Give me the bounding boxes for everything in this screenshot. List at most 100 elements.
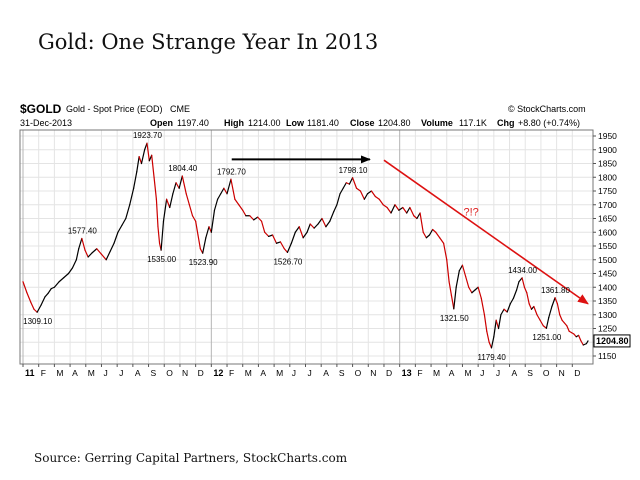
price-segment [205, 226, 210, 239]
price-segment [432, 228, 437, 233]
y-tick-label: 1900 [598, 145, 617, 155]
price-segment [138, 156, 143, 165]
x-tick-label: F [41, 368, 46, 378]
price-segment [181, 175, 187, 195]
price-segment [109, 242, 115, 253]
price-segment [188, 204, 194, 217]
y-axis: 1150120012501300135014001450150015501600… [593, 131, 617, 361]
x-tick-label: A [260, 368, 266, 378]
price-segment [477, 286, 482, 299]
price-segment [509, 297, 515, 305]
price-segment [515, 281, 520, 291]
price-segment [573, 333, 577, 338]
high-label: High [224, 118, 244, 128]
price-segment [47, 288, 52, 294]
price-segment [217, 193, 222, 200]
price-segment [521, 277, 526, 288]
price-segment [178, 175, 183, 189]
price-segment [238, 204, 244, 211]
price-segment [409, 206, 415, 217]
x-tick-label: A [135, 368, 141, 378]
x-tick-label: 13 [402, 368, 412, 378]
price-segment [394, 204, 400, 211]
price-segment [554, 297, 559, 305]
price-segment [468, 286, 473, 294]
x-tick-label: O [355, 368, 362, 378]
price-segment [306, 223, 311, 233]
price-segment [480, 297, 486, 316]
price-segment [351, 177, 358, 189]
y-tick-label: 1850 [598, 159, 617, 169]
pivot-label: 1923.70 [133, 131, 162, 140]
price-segment [339, 187, 344, 195]
price-segment [528, 303, 533, 310]
price-segment [175, 182, 180, 189]
price-segment [146, 142, 150, 162]
price-segment [40, 296, 46, 306]
price-segment [526, 292, 530, 305]
close-value: 1204.80 [378, 118, 411, 128]
price-segment [63, 272, 70, 279]
high-value: 1214.00 [248, 118, 281, 128]
price-segment [121, 217, 127, 226]
price-segment [67, 267, 74, 275]
price-segment [160, 220, 165, 251]
price-segment [446, 259, 450, 283]
price-segment [286, 242, 292, 254]
x-tick-label: J [480, 368, 484, 378]
y-tick-label: 1400 [598, 282, 617, 292]
price-segment [30, 301, 35, 310]
price-segment [439, 237, 445, 244]
y-tick-label: 1500 [598, 255, 617, 265]
x-tick-label: O [543, 368, 550, 378]
price-segment [162, 198, 168, 222]
price-segment [283, 248, 289, 254]
price-segment [185, 193, 190, 206]
price-segment [298, 226, 304, 239]
price-segment [325, 220, 331, 228]
pivot-label: 1179.40 [477, 353, 506, 362]
price-segment [390, 204, 396, 214]
pivot-label: 1251.00 [532, 333, 561, 342]
y-tick-label: 1350 [598, 296, 617, 306]
price-segment [453, 286, 457, 310]
price-segment [486, 330, 490, 343]
x-tick-label: J [308, 368, 312, 378]
price-segment [210, 209, 216, 233]
price-segment [566, 325, 570, 332]
price-segment [370, 190, 376, 198]
price-segment [585, 340, 589, 345]
x-tick-label: F [229, 368, 234, 378]
price-segment [78, 237, 83, 250]
price-segment [359, 190, 365, 200]
y-tick-label: 1800 [598, 172, 617, 182]
price-segment [313, 223, 319, 229]
price-segment [533, 305, 538, 316]
y-tick-label: 1600 [598, 227, 617, 237]
price-segment [545, 316, 550, 329]
question-annotation: ?!? [463, 206, 478, 218]
price-segment [234, 198, 240, 206]
price-segment [497, 314, 502, 330]
price-segment [563, 322, 568, 327]
source-note: Source: Gerring Capital Partners, StockC… [34, 451, 348, 465]
price-segment [518, 277, 523, 283]
x-tick-label: J [292, 368, 296, 378]
price-segment [321, 217, 327, 228]
price-segment [443, 242, 448, 261]
pivot-label: 1321.50 [440, 314, 469, 323]
price-segment [577, 334, 582, 342]
price-segment [202, 237, 207, 254]
price-segment [333, 204, 338, 213]
price-segment [419, 212, 424, 233]
pivot-label: 1577.40 [68, 226, 97, 235]
x-tick-label: J [119, 368, 123, 378]
price-segment [386, 206, 392, 214]
price-segment [458, 264, 464, 272]
y-tick-label: 1700 [598, 200, 617, 210]
x-tick-label: S [339, 368, 345, 378]
x-tick-label: D [386, 368, 392, 378]
price-segment [548, 305, 553, 319]
price-segment [512, 289, 518, 299]
